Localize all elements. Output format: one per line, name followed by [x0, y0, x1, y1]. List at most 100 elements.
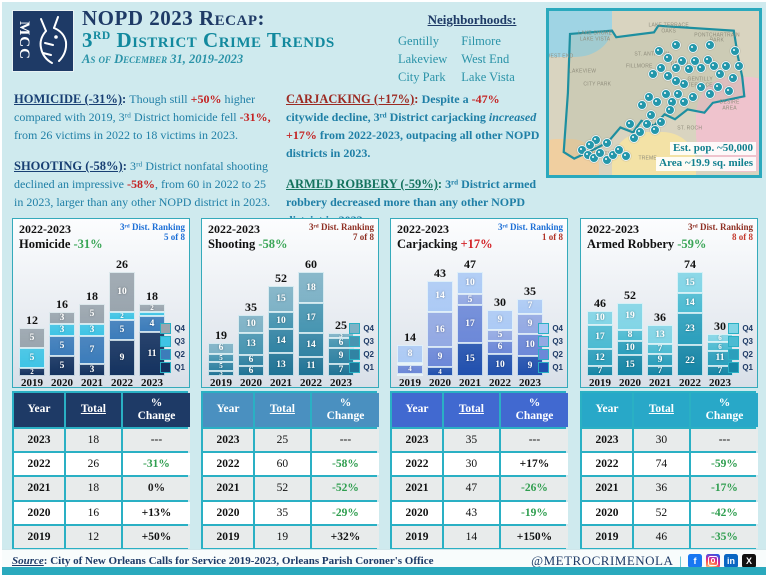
neighborhood-item: Lake Vista	[461, 70, 515, 85]
bar-total: 35	[524, 283, 536, 298]
body-text-segment: higher compared with 2019, 3ʳᵈ District …	[14, 92, 256, 124]
chart-panel-shooting: 2022-2023 Shooting -58% 3ʳᵈ Dist. Ranking 7…	[201, 218, 379, 389]
bar-segment-Q3: 13	[238, 332, 264, 356]
pct-change-cell: -19%	[500, 501, 568, 524]
legend-swatch	[538, 323, 550, 334]
incident-marker-icon	[715, 69, 726, 80]
facebook-icon[interactable]: f	[688, 553, 702, 568]
legend-item: Q1	[160, 362, 185, 373]
year-cell: 2019	[14, 525, 64, 548]
bar-segment-Q2: 9	[427, 347, 453, 368]
legend-label: Q3	[174, 337, 185, 346]
x-axis-label: 2020	[619, 377, 641, 389]
chart-title: Armed Robbery -59%	[587, 237, 753, 251]
legend-item: Q3	[728, 336, 753, 347]
bar-segment-Q4: 6	[208, 343, 234, 354]
year-cell: 2019	[582, 525, 632, 548]
incident-marker-icon	[689, 56, 700, 67]
legend-label: Q2	[552, 350, 563, 359]
x-axis-label: 2023	[519, 377, 541, 389]
bar-segment-Q3: 7	[647, 343, 673, 354]
body-text-segment: -31%,	[239, 110, 271, 124]
x-axis-label: 2022	[111, 377, 133, 389]
social-handle[interactable]: @METROCRIMENOLA	[531, 552, 674, 568]
bar-segment-Q1: 11	[298, 356, 324, 376]
bar-segment-Q1: 22	[677, 345, 703, 376]
incident-marker-icon	[660, 89, 671, 99]
incident-marker-icon	[702, 54, 713, 65]
legend-swatch	[160, 336, 172, 347]
total-cell: 47	[443, 477, 499, 500]
bar-segment-Q2: 14	[268, 329, 294, 354]
chart-legend: Q4 Q3 Q2 Q1	[160, 323, 185, 373]
source-text: Source: City of New Orleans Calls for Se…	[12, 554, 434, 567]
incident-marker-icon	[721, 61, 732, 72]
column-header-text: % Change	[705, 396, 744, 422]
column-header: % Change	[690, 393, 758, 427]
map-stats: Est. pop. ~50,000 Area ~19.9 sq. miles	[656, 141, 756, 171]
column-header: Year	[392, 393, 442, 427]
total-cell: 35	[254, 501, 310, 524]
chart-pct-change: +17%	[460, 236, 493, 251]
bar-segment-Q4: 10	[587, 311, 613, 326]
pct-change-cell: +32%	[311, 525, 379, 548]
total-cell: 19	[254, 525, 310, 548]
total-cell: 18	[65, 477, 121, 500]
bar-segment-Q2: 9	[647, 353, 673, 367]
total-cell: 52	[254, 477, 310, 500]
ranking-label: 3ʳᵈ Dist. Ranking	[309, 222, 374, 232]
linkedin-icon[interactable]: in	[724, 553, 738, 568]
bar-group: 30 9 5 6 10 2022	[487, 296, 513, 389]
incident-marker-icon	[704, 39, 715, 50]
incident-marker-icon	[671, 62, 681, 73]
chart-period: 2022-2023	[587, 222, 639, 236]
ranking-value: 5 of 8	[164, 231, 185, 242]
bar-total: 26	[116, 257, 128, 271]
bar-group: 12 5 5 2 2019	[19, 314, 45, 389]
bar-segment-Q2: 12	[587, 349, 613, 367]
pct-change-cell: -42%	[690, 501, 758, 524]
legend-label: Q2	[363, 350, 374, 359]
x-axis-label: 2021	[459, 377, 481, 389]
legend-item: Q2	[349, 349, 374, 360]
x-icon[interactable]: X	[742, 553, 756, 568]
legend-swatch	[728, 323, 740, 334]
incident-marker-icon	[713, 82, 723, 93]
instagram-icon[interactable]	[706, 553, 720, 568]
map-area-label: DESIRE AREA	[719, 99, 740, 112]
bar-segment-Q3	[139, 312, 165, 316]
body-text-segment: , from 60 in 2022 to 25 in 2023, larger …	[14, 177, 271, 209]
chart-period: 2022-2023	[208, 222, 260, 236]
body-text-segment: +17%	[286, 128, 317, 142]
bar-group: 14 8 4 2019	[397, 331, 423, 389]
bar-total: 36	[654, 310, 666, 325]
incident-marker-icon	[683, 64, 694, 75]
bar-total: 30	[494, 294, 506, 309]
total-cell: 46	[633, 525, 689, 548]
chart-plot: 46 10 17 12 7 2019 52 19 8 10 15 2020 36 13 7 9 7 2021 74 1…	[587, 253, 753, 389]
chart-header: 2022-2023 Carjacking +17% 3ʳᵈ Dist. Rankin…	[397, 222, 563, 253]
legend-item: Q4	[349, 323, 374, 334]
total-cell: 14	[443, 525, 499, 548]
year-cell: 2022	[582, 453, 632, 476]
body-text-segment: Though still	[129, 92, 191, 106]
stacked-bar: 19 8 10 15	[617, 302, 643, 376]
incident-marker-icon	[673, 89, 684, 99]
stacked-bar: 10 17 12 7	[587, 311, 613, 376]
total-cell: 25	[254, 429, 310, 452]
pct-change-cell: -17%	[690, 477, 758, 500]
bar-segment-Q3: 5	[19, 348, 45, 368]
incident-marker-icon	[679, 79, 690, 90]
legend-label: Q3	[552, 337, 563, 346]
section-body: 3ʳᵈ District nonfatal shooting declined …	[14, 159, 270, 209]
year-cell: 2019	[392, 525, 442, 548]
bar-segment-Q3: 10	[268, 311, 294, 330]
legend-label: Q2	[742, 350, 753, 359]
chart-pct-change: -59%	[677, 236, 707, 251]
chart-legend: Q4 Q3 Q2 Q1	[349, 323, 374, 373]
column-header: Year	[14, 393, 64, 427]
bar-segment-Q4: 10	[238, 315, 264, 333]
bar-segment-Q2: 6	[487, 340, 513, 354]
stacked-bar: 10 2 5 9	[109, 272, 135, 376]
ranking-value: 7 of 8	[353, 231, 374, 242]
